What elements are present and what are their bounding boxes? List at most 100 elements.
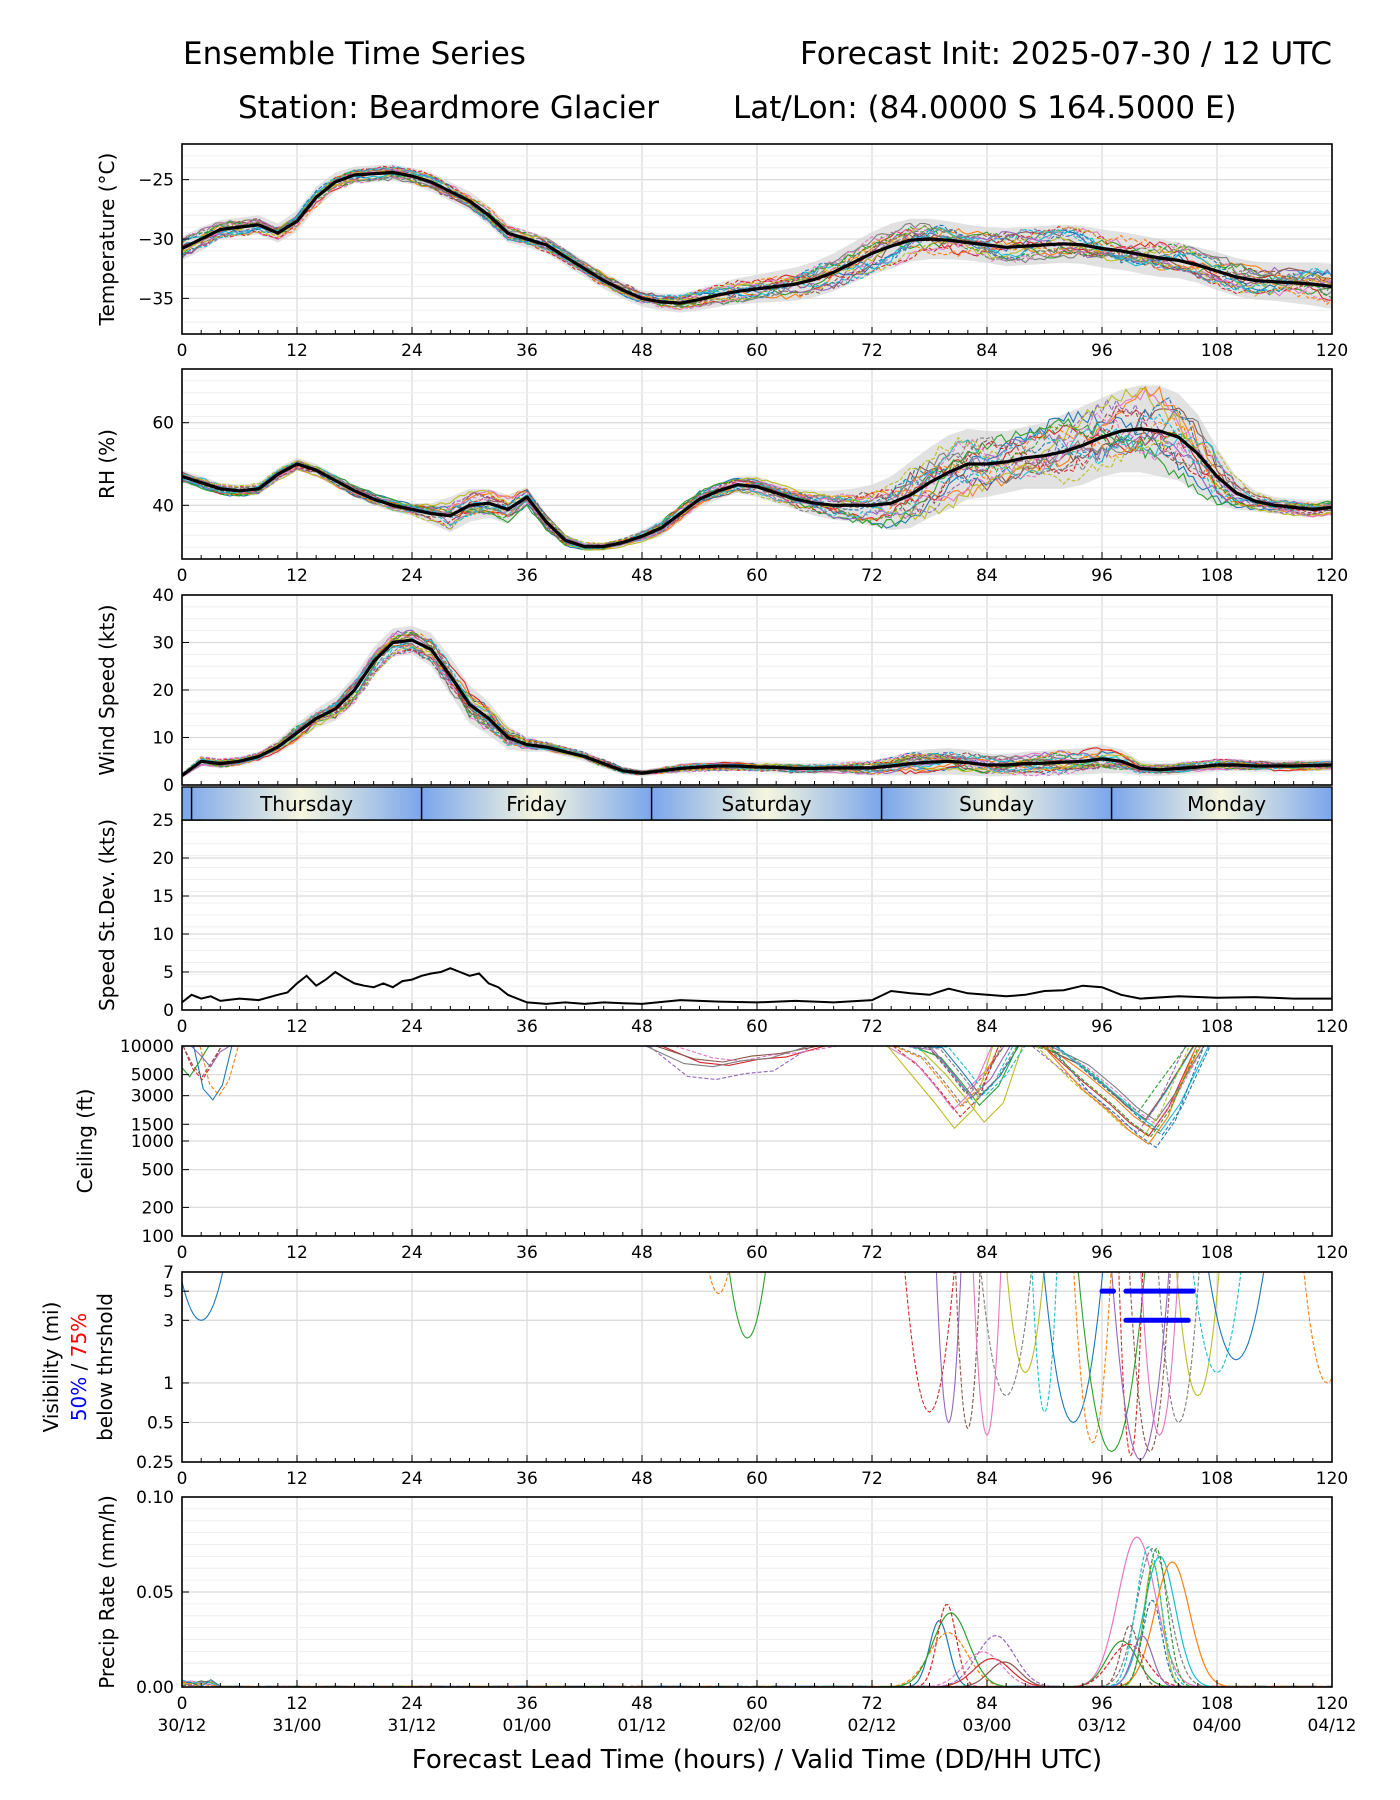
x-tick-label: 72 bbox=[861, 1694, 883, 1714]
x-tick-label: 60 bbox=[746, 341, 768, 361]
ceiling-member-line bbox=[1042, 1046, 1198, 1137]
y-tick-label: 20 bbox=[152, 681, 174, 701]
ceiling-member-line bbox=[1042, 1046, 1198, 1145]
panel-visibility: 0 12 24 36 48 60 72 84 96 108 120 0.25 0.5 1 3 57 Visibi… bbox=[39, 1263, 1348, 1489]
x-tick-label: 60 bbox=[746, 1694, 768, 1714]
precip-member-line bbox=[1102, 1561, 1242, 1687]
x-tick-label: 0 bbox=[177, 1469, 188, 1489]
visibility-member-line bbox=[1176, 1272, 1220, 1397]
threshold-suffix: below thrshold bbox=[93, 1293, 117, 1441]
x-tick-label: 12 bbox=[286, 341, 308, 361]
x-tick-label: 72 bbox=[861, 1469, 883, 1489]
precip-member-line bbox=[943, 1661, 1064, 1687]
precip-member-line bbox=[919, 1634, 1071, 1687]
title-left: Ensemble Time Series bbox=[183, 36, 526, 72]
y-tick-label: 10 bbox=[152, 925, 174, 945]
y-tick-label: 3 bbox=[163, 1311, 174, 1331]
ceiling-member-line bbox=[1056, 1046, 1211, 1136]
panel-precip_rate: 0 12 24 36 48 60 72 84 96 108 120 0.00 0.05 0.10 Preci… bbox=[95, 1488, 1357, 1736]
precip-member-line bbox=[1099, 1546, 1197, 1687]
visibility-member-line bbox=[935, 1272, 962, 1424]
ceiling-ylabel: Ceiling (ft) bbox=[73, 1089, 97, 1194]
x-tick-label: 48 bbox=[631, 1017, 653, 1037]
visibility-ylabel: Visibility (mi) bbox=[39, 1302, 63, 1433]
visibility-member-line bbox=[1157, 1272, 1200, 1424]
x-tick-label: 24 bbox=[401, 1243, 423, 1263]
x-tick-label: 120 bbox=[1316, 1694, 1348, 1714]
x-tick-label: 60 bbox=[746, 566, 768, 586]
visibility-member-line bbox=[1118, 1272, 1144, 1457]
ceiling-member-line bbox=[661, 1046, 825, 1066]
x-tick-label: 96 bbox=[1091, 1694, 1113, 1714]
ceiling-member-line bbox=[913, 1046, 1020, 1097]
x-tick-label: 0 bbox=[177, 341, 188, 361]
x-tick-label: 60 bbox=[746, 1469, 768, 1489]
ceiling-member-line bbox=[919, 1046, 1026, 1096]
rh-ylabel: RH (%) bbox=[95, 429, 119, 499]
ceiling-member-line bbox=[898, 1046, 1005, 1095]
x-tick-label: 96 bbox=[1091, 341, 1113, 361]
visibility-member-line bbox=[955, 1272, 981, 1430]
visibility-member-line bbox=[1031, 1272, 1058, 1413]
x-tick-label: 72 bbox=[861, 1017, 883, 1037]
x-tick-label: 24 bbox=[401, 341, 423, 361]
day-label-thursday: Thursday bbox=[259, 792, 353, 816]
x-tick-label: 84 bbox=[976, 566, 998, 586]
ceiling-member-line bbox=[182, 1046, 210, 1078]
day-band-segment bbox=[881, 787, 1112, 820]
ceiling-member-line bbox=[911, 1046, 1018, 1098]
ceiling-member-line bbox=[886, 1046, 993, 1111]
visibility-member-line bbox=[182, 1272, 224, 1321]
visibility-member-line bbox=[904, 1272, 955, 1413]
precip-member-line bbox=[1114, 1547, 1199, 1687]
visibility-member-line bbox=[972, 1272, 1002, 1437]
y-tick-label: 0.00 bbox=[136, 1678, 174, 1698]
x-tick-label: 120 bbox=[1316, 341, 1348, 361]
y-tick-label: 100 bbox=[142, 1227, 174, 1247]
x-tick-label: 48 bbox=[631, 1243, 653, 1263]
ceiling-member-line bbox=[190, 1046, 230, 1068]
speed_stdev-plot bbox=[181, 967, 1332, 1005]
x-tick-label: 12 bbox=[286, 1469, 308, 1489]
precip-member-line bbox=[1055, 1643, 1200, 1687]
day-label-friday: Friday bbox=[506, 792, 567, 816]
x-tick-label: 84 bbox=[976, 1694, 998, 1714]
y-tick-label: 3000 bbox=[131, 1087, 174, 1107]
visibility-member-line bbox=[980, 1272, 1032, 1397]
ceiling-member-line bbox=[1045, 1046, 1200, 1138]
ceiling-member-line bbox=[182, 1046, 222, 1078]
visibility-member-line bbox=[1303, 1272, 1332, 1384]
precip-member-line bbox=[1088, 1547, 1216, 1687]
precip-member-line bbox=[1062, 1536, 1212, 1687]
threshold-separator: / bbox=[67, 1357, 91, 1376]
rh-member-line bbox=[182, 409, 1332, 548]
day-band-segment bbox=[1111, 787, 1332, 820]
x-tick-label: 84 bbox=[976, 1243, 998, 1263]
x-tick-label: 48 bbox=[631, 341, 653, 361]
valid-time-tick-label: 03/12 bbox=[1078, 1716, 1127, 1736]
x-tick-label: 108 bbox=[1201, 1017, 1233, 1037]
y-tick-label: 60 bbox=[152, 414, 174, 434]
visibility-plot bbox=[182, 1272, 1332, 1461]
valid-time-tick-label: 04/12 bbox=[1308, 1716, 1357, 1736]
y-tick-label: 15 bbox=[152, 887, 174, 907]
rh-member-line bbox=[182, 412, 1332, 546]
x-axis-label: Forecast Lead Time (hours) / Valid Time … bbox=[412, 1745, 1102, 1775]
visibility-member-line bbox=[1140, 1272, 1179, 1436]
x-tick-label: 108 bbox=[1201, 1694, 1233, 1714]
x-tick-label: 48 bbox=[631, 566, 653, 586]
day-band: Thursday Friday Saturday Sunday Monday bbox=[181, 786, 1333, 821]
ceiling-member-line bbox=[648, 1046, 813, 1081]
y-tick-label: 200 bbox=[142, 1198, 174, 1218]
rh-member-line bbox=[182, 435, 1332, 546]
panel-wind_speed: 0 10 20 30 40 Wind Speed (kts) bbox=[95, 586, 1333, 796]
day-band-frame bbox=[181, 786, 1333, 821]
x-tick-label: 0 bbox=[177, 1694, 188, 1714]
ceiling-member-line bbox=[645, 1046, 809, 1068]
y-tick-label: 25 bbox=[152, 811, 174, 831]
y-tick-label: 40 bbox=[152, 586, 174, 606]
y-tick-label: 20 bbox=[152, 849, 174, 869]
visibility-grid bbox=[181, 1271, 1333, 1463]
day-band-segment bbox=[421, 787, 652, 820]
temperature-ylabel: Temperature (°C) bbox=[95, 153, 119, 327]
